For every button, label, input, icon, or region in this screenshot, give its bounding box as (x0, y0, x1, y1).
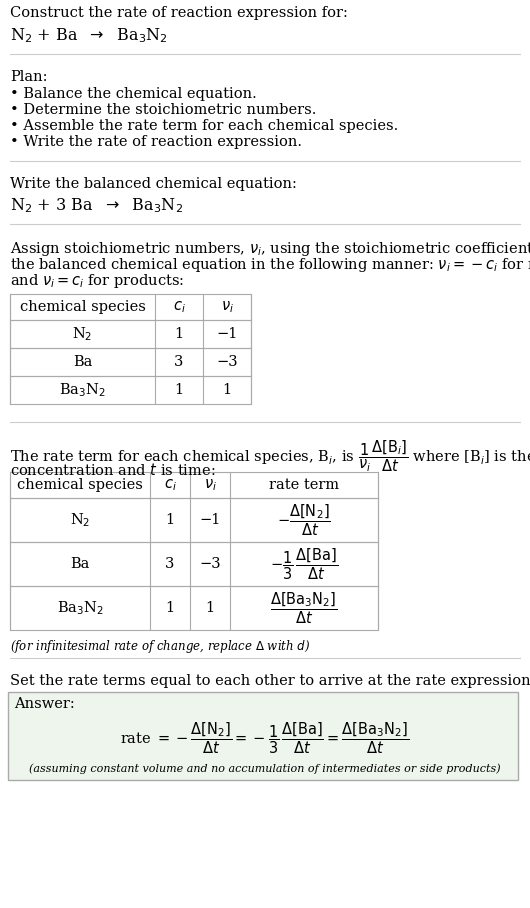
Text: (for infinitesimal rate of change, replace $\Delta$ with $d$): (for infinitesimal rate of change, repla… (10, 638, 311, 655)
Text: Assign stoichiometric numbers, $\nu_i$, using the stoichiometric coefficients, $: Assign stoichiometric numbers, $\nu_i$, … (10, 240, 530, 258)
Text: 1: 1 (206, 601, 215, 615)
Text: 1: 1 (174, 383, 183, 397)
Text: $-\dfrac{\Delta[\mathrm{N_2}]}{\Delta t}$: $-\dfrac{\Delta[\mathrm{N_2}]}{\Delta t}… (277, 502, 331, 538)
Text: $c_i$: $c_i$ (173, 299, 185, 315)
Text: −1: −1 (199, 513, 220, 527)
Text: Ba: Ba (73, 355, 92, 369)
Bar (10, 542, 378, 586)
Text: • Determine the stoichiometric numbers.: • Determine the stoichiometric numbers. (10, 103, 316, 117)
Text: −3: −3 (199, 557, 221, 571)
Text: 3: 3 (174, 355, 184, 369)
Text: chemical species: chemical species (20, 300, 145, 314)
Bar (10, 376, 251, 404)
Text: N$_2$ + 3 Ba  $\rightarrow$  Ba$_3$N$_2$: N$_2$ + 3 Ba $\rightarrow$ Ba$_3$N$_2$ (10, 196, 183, 214)
Text: Answer:: Answer: (14, 697, 75, 711)
Text: chemical species: chemical species (17, 478, 143, 492)
Text: N$_2$ + Ba  $\rightarrow$  Ba$_3$N$_2$: N$_2$ + Ba $\rightarrow$ Ba$_3$N$_2$ (10, 26, 168, 44)
Text: $-\dfrac{1}{3}\,\dfrac{\Delta[\mathrm{Ba}]}{\Delta t}$: $-\dfrac{1}{3}\,\dfrac{\Delta[\mathrm{Ba… (270, 547, 338, 582)
Text: rate $= -\dfrac{\Delta[\mathrm{N_2}]}{\Delta t} = -\dfrac{1}{3}\,\dfrac{\Delta[\: rate $= -\dfrac{\Delta[\mathrm{N_2}]}{\D… (120, 720, 410, 755)
Text: $\dfrac{\Delta[\mathrm{Ba_3N_2}]}{\Delta t}$: $\dfrac{\Delta[\mathrm{Ba_3N_2}]}{\Delta… (270, 590, 338, 626)
Text: Plan:: Plan: (10, 70, 48, 84)
FancyBboxPatch shape (8, 692, 518, 780)
Text: 1: 1 (165, 513, 174, 527)
Text: • Assemble the rate term for each chemical species.: • Assemble the rate term for each chemic… (10, 119, 398, 133)
Text: $\nu_i$: $\nu_i$ (204, 477, 216, 493)
Text: Set the rate terms equal to each other to arrive at the rate expression:: Set the rate terms equal to each other t… (10, 674, 530, 688)
Text: 1: 1 (165, 601, 174, 615)
Text: 1: 1 (174, 327, 183, 341)
Bar (10, 320, 251, 348)
Text: • Balance the chemical equation.: • Balance the chemical equation. (10, 87, 257, 101)
Bar (10, 586, 378, 630)
Bar (10, 294, 251, 320)
Text: 3: 3 (165, 557, 175, 571)
Text: rate term: rate term (269, 478, 339, 492)
Text: Ba$_3$N$_2$: Ba$_3$N$_2$ (57, 599, 103, 617)
Bar (10, 348, 251, 376)
Bar (10, 472, 378, 498)
Text: −3: −3 (216, 355, 238, 369)
Text: Ba$_3$N$_2$: Ba$_3$N$_2$ (59, 381, 106, 399)
Text: $c_i$: $c_i$ (164, 477, 176, 493)
Text: N$_2$: N$_2$ (70, 511, 90, 528)
Text: −1: −1 (216, 327, 237, 341)
Text: • Write the rate of reaction expression.: • Write the rate of reaction expression. (10, 135, 302, 149)
Text: 1: 1 (223, 383, 232, 397)
Bar (10, 498, 378, 542)
Text: $\nu_i$: $\nu_i$ (220, 299, 234, 315)
Text: (assuming constant volume and no accumulation of intermediates or side products): (assuming constant volume and no accumul… (29, 764, 501, 774)
Text: Ba: Ba (70, 557, 90, 571)
Text: N$_2$: N$_2$ (72, 325, 93, 343)
Text: Construct the rate of reaction expression for:: Construct the rate of reaction expressio… (10, 6, 348, 20)
Text: and $\nu_i = c_i$ for products:: and $\nu_i = c_i$ for products: (10, 272, 184, 290)
Text: The rate term for each chemical species, B$_i$, is $\dfrac{1}{\nu_i}\dfrac{\Delt: The rate term for each chemical species,… (10, 438, 530, 474)
Text: the balanced chemical equation in the following manner: $\nu_i = -c_i$ for react: the balanced chemical equation in the fo… (10, 256, 530, 274)
Text: concentration and $t$ is time:: concentration and $t$ is time: (10, 462, 216, 478)
Text: Write the balanced chemical equation:: Write the balanced chemical equation: (10, 177, 297, 191)
